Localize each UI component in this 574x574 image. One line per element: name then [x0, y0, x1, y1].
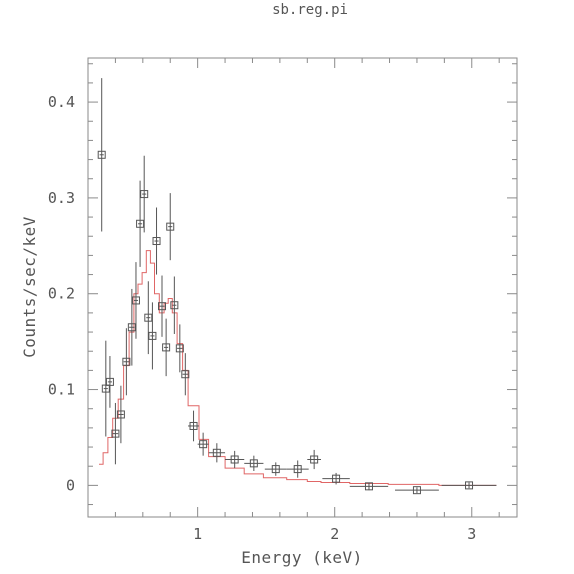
point-marker [101, 384, 110, 393]
data-point [116, 385, 125, 444]
data-point [152, 207, 161, 275]
y-tick-label: 0.3 [48, 189, 75, 207]
data-point [181, 353, 190, 396]
data-point [144, 281, 153, 355]
point-marker [310, 455, 319, 464]
data-point [166, 193, 175, 261]
point-marker [332, 474, 341, 483]
point-marker [148, 331, 157, 340]
point-marker [293, 465, 302, 474]
data-point [136, 180, 145, 267]
data-point [244, 455, 264, 472]
data-series [97, 78, 497, 495]
axis-ticks [87, 58, 517, 517]
data-point [175, 324, 184, 373]
x-axis-label: Energy (keV) [241, 548, 363, 567]
data-point [208, 443, 226, 463]
model-step-line [99, 250, 497, 486]
y-tick-label: 0.1 [48, 381, 75, 399]
data-point [158, 275, 167, 337]
point-marker [166, 222, 175, 231]
point-marker [364, 482, 373, 491]
point-marker [140, 190, 149, 199]
x-tick-label: 2 [330, 525, 339, 543]
plot-frame [87, 57, 518, 518]
point-marker [249, 459, 258, 468]
data-point [307, 449, 322, 470]
point-marker [158, 302, 167, 311]
data-point [140, 155, 149, 233]
data-point [322, 472, 350, 485]
point-marker [131, 296, 140, 305]
data-point [349, 482, 389, 491]
data-point [105, 356, 114, 408]
model-series [99, 250, 497, 486]
point-marker [175, 344, 184, 353]
point-marker [412, 486, 421, 495]
chart-title: sb.reg.pi [272, 2, 348, 18]
point-marker [189, 421, 198, 430]
point-marker [127, 323, 136, 332]
x-tick-label: 3 [467, 525, 476, 543]
data-point [122, 328, 131, 396]
point-marker [181, 370, 190, 379]
data-point [395, 486, 439, 495]
y-axis-label: Counts/sec/keV [20, 216, 39, 358]
y-tick-label: 0 [66, 476, 75, 494]
data-point [162, 318, 171, 377]
point-marker [122, 357, 131, 366]
tick-labels: 1 2 3 0 0.1 0.2 0.3 0.4 [48, 93, 476, 543]
point-marker [230, 455, 239, 464]
point-marker [144, 313, 153, 322]
point-marker [465, 481, 474, 490]
data-point [225, 450, 245, 469]
data-point [264, 462, 287, 476]
data-point [148, 302, 157, 370]
data-point [197, 432, 209, 456]
point-marker [162, 343, 171, 352]
data-point [97, 78, 106, 232]
data-point [286, 460, 309, 478]
point-marker [136, 219, 145, 228]
x-tick-label: 1 [193, 525, 202, 543]
data-point [131, 262, 140, 339]
data-point [441, 481, 497, 490]
point-marker [199, 440, 208, 449]
point-marker [111, 429, 120, 438]
data-point [127, 288, 136, 366]
data-point [188, 410, 200, 442]
data-point [170, 276, 179, 334]
point-marker [105, 377, 114, 386]
point-marker [152, 237, 161, 246]
point-marker [271, 465, 280, 474]
point-marker [116, 410, 125, 419]
y-tick-label: 0.4 [48, 93, 75, 111]
point-marker [97, 150, 106, 159]
point-marker [212, 448, 221, 457]
data-point [111, 402, 120, 465]
point-marker [170, 301, 179, 310]
data-point [101, 340, 110, 437]
y-tick-label: 0.2 [48, 285, 75, 303]
